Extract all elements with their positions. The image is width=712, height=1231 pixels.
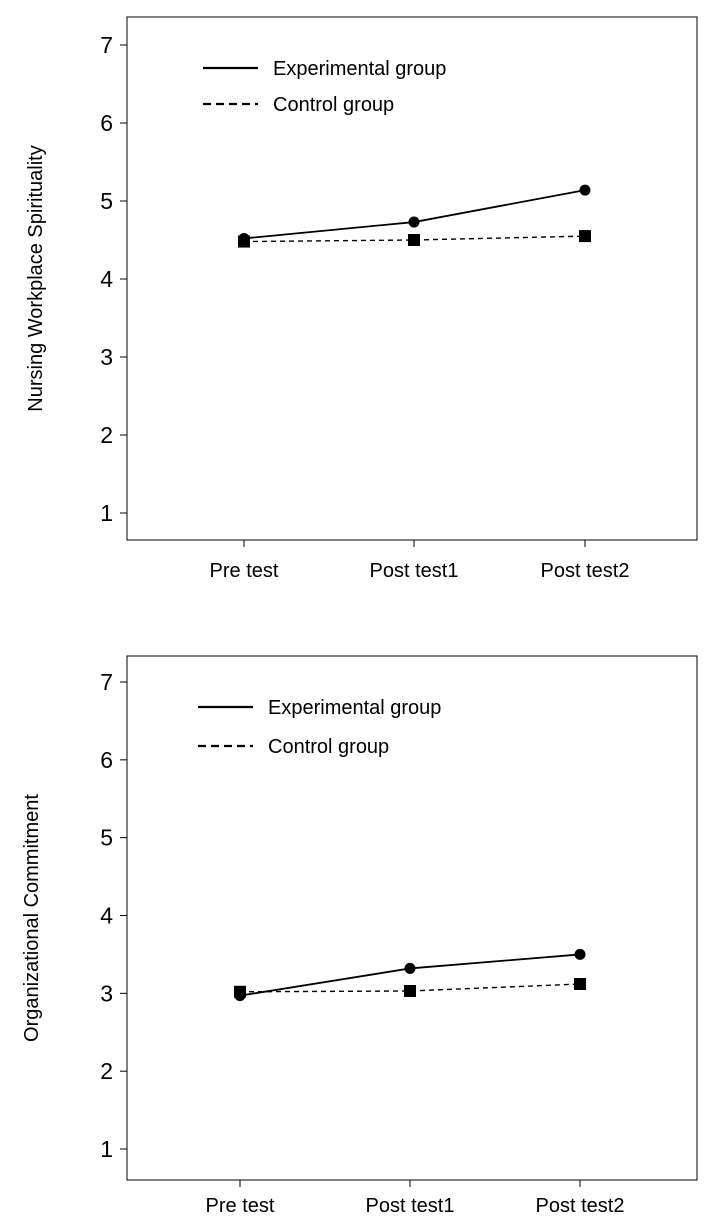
- y-tick-label: 3: [100, 344, 113, 370]
- chart-2: 1 2 3 4 5 6 7 Pre test Post test1 Post test2 Organ…: [21, 655, 698, 1217]
- y-tick-label: 3: [100, 980, 113, 1006]
- control-series-line: [243, 235, 586, 243]
- x-tick-label: Post test1: [370, 560, 459, 582]
- experimental-point: [579, 184, 591, 196]
- x-tick-label: Post test2: [541, 560, 630, 582]
- legend-label: Experimental group: [268, 697, 441, 719]
- x-tick-label: Pre test: [206, 1195, 275, 1217]
- control-point: [574, 977, 586, 990]
- y-tick-label: 7: [100, 32, 113, 58]
- y-tick-label: 2: [100, 1058, 113, 1084]
- experimental-point: [404, 962, 416, 974]
- y-tick-label: 7: [100, 669, 113, 695]
- x-tick-label: Post test2: [536, 1195, 625, 1217]
- y-tick-label: 2: [100, 422, 113, 448]
- control-point: [404, 984, 416, 997]
- control-point: [408, 234, 420, 246]
- y-axis-label: Organizational Commitment: [21, 794, 43, 1042]
- y-tick-label: 1: [100, 1136, 113, 1162]
- plot-frame: [126, 16, 698, 541]
- control-point: [234, 985, 246, 998]
- y-tick-label: 4: [100, 903, 113, 929]
- y-tick-label: 5: [100, 188, 113, 214]
- y-tick-label: 5: [100, 825, 113, 851]
- x-tick-label: Post test1: [366, 1195, 455, 1217]
- y-tick-label: 6: [100, 110, 113, 136]
- control-point: [579, 230, 591, 243]
- y-tick-label: 4: [100, 266, 113, 292]
- y-tick-label: 6: [100, 747, 113, 773]
- y-axis-label: Nursing Workplace Spirituality: [25, 145, 47, 411]
- experimental-point: [408, 216, 420, 228]
- legend-label: Control group: [273, 94, 394, 116]
- control-point: [238, 235, 250, 248]
- y-tick-label: 1: [100, 500, 113, 526]
- legend-label: Experimental group: [273, 58, 446, 80]
- legend-label: Control group: [268, 736, 389, 758]
- experimental-series-line: [243, 189, 586, 240]
- control-series-line: [239, 983, 581, 993]
- chart-1: 1 2 3 4 5 6 7 Pre test Post test1 Post test2 Nursi…: [25, 16, 698, 582]
- legend: Experimental group Control group: [203, 58, 446, 116]
- plot-frame: [126, 655, 698, 1181]
- legend: Experimental group Control group: [198, 697, 441, 758]
- x-tick-label: Pre test: [210, 560, 279, 582]
- experimental-point: [574, 948, 586, 960]
